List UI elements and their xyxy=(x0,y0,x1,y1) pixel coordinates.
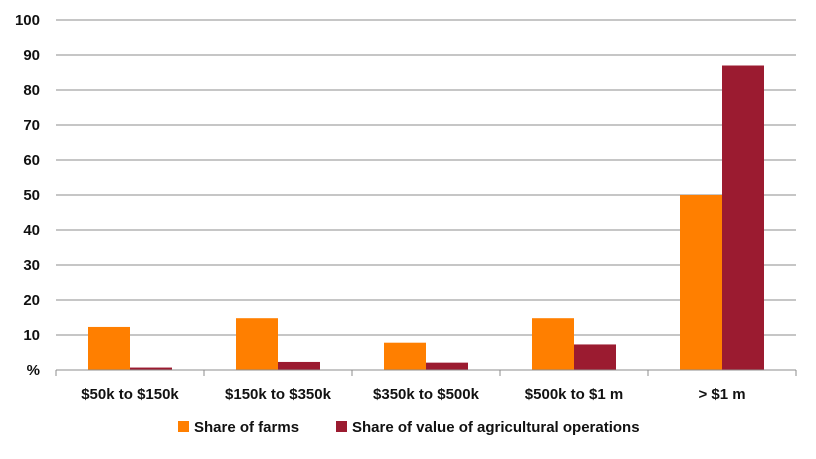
bar-share-of-value-4 xyxy=(722,65,764,370)
bar-share-of-value-2 xyxy=(426,362,468,370)
bar-share-of-farms-3 xyxy=(532,318,574,370)
y-tick-label: 10 xyxy=(23,327,40,344)
y-tick-label: 90 xyxy=(23,47,40,64)
y-tick-label: 50 xyxy=(23,187,40,204)
bar-share-of-farms-4 xyxy=(680,195,722,370)
y-axis-ticks: % 10 20 30 40 50 60 70 80 90 100 xyxy=(15,12,40,379)
legend-label: Share of value of agricultural operation… xyxy=(352,419,640,436)
bar-share-of-value-0 xyxy=(130,367,172,370)
x-axis-category-labels: $50k to $150k $150k to $350k $350k to $500… xyxy=(81,386,745,403)
bar-share-of-farms-2 xyxy=(384,342,426,370)
x-axis xyxy=(55,369,797,376)
legend: Share of farms Share of value of agricult… xyxy=(178,419,640,436)
y-tick-label: % xyxy=(27,362,40,379)
bar-share-of-farms-1 xyxy=(236,318,278,370)
x-category-label: $350k to $500k xyxy=(373,386,480,403)
y-tick-label: 60 xyxy=(23,152,40,169)
y-tick-label: 80 xyxy=(23,82,40,99)
gridlines xyxy=(56,19,796,371)
x-category-label: > $1 m xyxy=(698,386,745,403)
legend-swatch xyxy=(336,421,347,432)
x-category-label: $500k to $1 m xyxy=(525,386,623,403)
y-tick-label: 30 xyxy=(23,257,40,274)
legend-swatch xyxy=(178,421,189,432)
y-tick-label: 70 xyxy=(23,117,40,134)
bar-share-of-value-1 xyxy=(278,361,320,370)
x-category-label: $50k to $150k xyxy=(81,386,179,403)
legend-label: Share of farms xyxy=(194,419,299,436)
bar-share-of-farms-0 xyxy=(88,326,130,370)
y-tick-label: 40 xyxy=(23,222,40,239)
y-tick-label: 100 xyxy=(15,12,40,29)
bar-share-of-value-3 xyxy=(574,344,616,370)
y-tick-label: 20 xyxy=(23,292,40,309)
x-category-label: $150k to $350k xyxy=(225,386,332,403)
bars xyxy=(88,65,764,370)
